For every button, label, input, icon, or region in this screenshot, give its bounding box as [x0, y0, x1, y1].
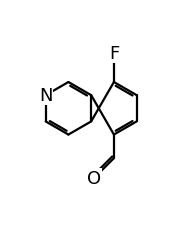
Text: N: N	[39, 87, 52, 105]
Text: F: F	[109, 44, 119, 62]
Text: O: O	[87, 169, 101, 187]
